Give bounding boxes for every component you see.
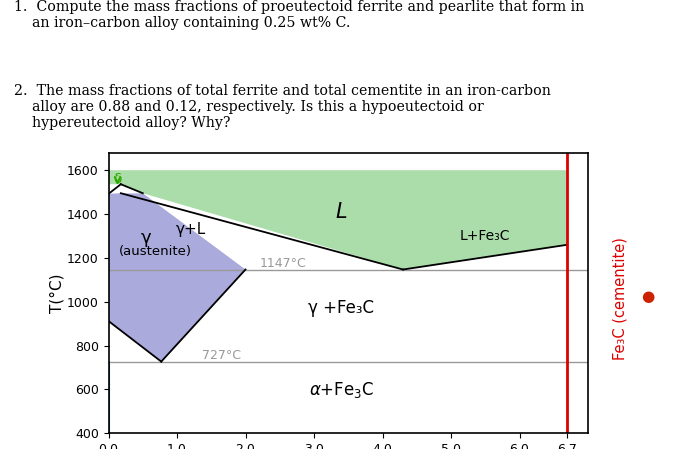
Text: δ: δ [113,172,122,186]
Text: Fe₃C (cementite): Fe₃C (cementite) [612,237,628,360]
Text: L+Fe₃C: L+Fe₃C [460,229,510,243]
Polygon shape [108,170,568,269]
Text: γ+L: γ+L [176,222,206,237]
Text: (austenite): (austenite) [118,245,192,258]
Polygon shape [121,184,143,193]
Text: γ: γ [141,229,151,247]
Text: 727°C: 727°C [202,349,241,362]
Y-axis label: T(°C): T(°C) [49,273,64,313]
Text: 1147°C: 1147°C [260,257,307,270]
Text: ●: ● [641,289,654,304]
Text: $\alpha$+Fe$_3$C: $\alpha$+Fe$_3$C [309,380,374,400]
Text: 1.  Compute the mass fractions of proeutectoid ferrite and pearlite that form in: 1. Compute the mass fractions of proeute… [14,0,584,30]
Text: L: L [335,202,347,222]
Text: 2.  The mass fractions of total ferrite and total cementite in an iron-carbon
  : 2. The mass fractions of total ferrite a… [14,84,551,130]
Polygon shape [108,193,246,361]
Text: γ +Fe₃C: γ +Fe₃C [309,299,374,317]
